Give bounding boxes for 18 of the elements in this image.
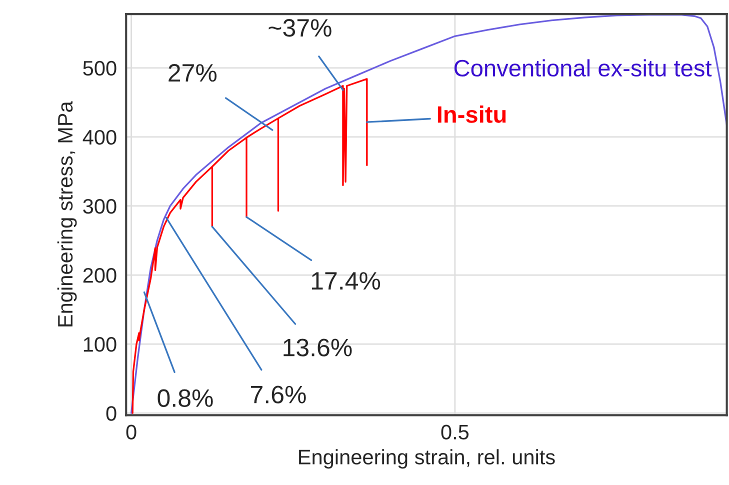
text: In-situ xyxy=(438,106,506,123)
x-axis-title: Engineering strain, rel. units xyxy=(299,449,555,469)
y-tick-label: 0 xyxy=(106,406,116,421)
annotation: 13.6% xyxy=(284,338,352,356)
y-tick-label: 300 xyxy=(83,198,116,214)
y-tick-label: 200 xyxy=(83,268,116,283)
annotation: ~37% xyxy=(268,19,332,37)
y-axis-title: Engineering stress, MPa xyxy=(57,101,77,326)
annotation: 17.4% xyxy=(312,272,380,290)
annotation: 0.8% xyxy=(158,389,213,407)
series-label: Conventional ex-situ test xyxy=(454,59,712,77)
annotation: 27% xyxy=(168,64,217,82)
x-tick-label: 0.5 xyxy=(441,424,469,440)
line-series xyxy=(130,14,727,414)
y-tick-label: 100 xyxy=(84,337,116,352)
y-tick-label: 500 xyxy=(83,60,116,76)
y-tick-label: 400 xyxy=(82,130,116,145)
annotation: 7.6% xyxy=(251,386,306,404)
